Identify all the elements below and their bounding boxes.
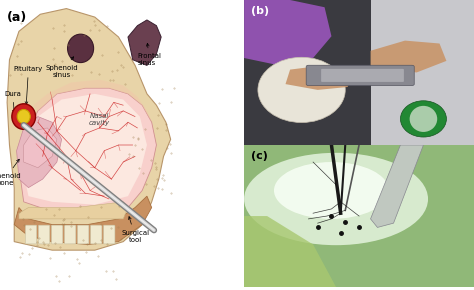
Text: (a): (a) (7, 11, 27, 24)
FancyBboxPatch shape (77, 225, 89, 244)
FancyBboxPatch shape (91, 225, 102, 244)
Polygon shape (19, 202, 128, 219)
Text: Pituitary: Pituitary (14, 66, 43, 104)
Polygon shape (7, 9, 171, 250)
Ellipse shape (12, 104, 36, 129)
Ellipse shape (67, 34, 93, 63)
FancyBboxPatch shape (38, 225, 50, 244)
Polygon shape (33, 80, 152, 122)
Text: (c): (c) (251, 151, 268, 161)
Polygon shape (285, 65, 355, 90)
Ellipse shape (274, 162, 389, 219)
Polygon shape (14, 196, 152, 244)
Ellipse shape (258, 57, 345, 122)
FancyBboxPatch shape (306, 65, 414, 86)
Polygon shape (371, 41, 447, 72)
Text: Frontal
sinus: Frontal sinus (137, 44, 162, 66)
FancyBboxPatch shape (26, 225, 36, 244)
Polygon shape (24, 94, 147, 205)
Text: (b): (b) (251, 6, 269, 16)
Ellipse shape (17, 109, 30, 124)
Text: Dura: Dura (5, 91, 22, 113)
FancyBboxPatch shape (103, 225, 115, 244)
Polygon shape (244, 216, 336, 287)
Polygon shape (17, 117, 62, 188)
Ellipse shape (244, 153, 428, 245)
Text: Sphenoid
bone: Sphenoid bone (0, 159, 21, 186)
Bar (371, 0, 474, 145)
Text: Nasal
cavity: Nasal cavity (89, 113, 110, 126)
Text: Surgical
tool: Surgical tool (121, 217, 149, 243)
FancyBboxPatch shape (51, 225, 63, 244)
Polygon shape (244, 0, 331, 65)
Polygon shape (24, 128, 57, 168)
FancyBboxPatch shape (64, 225, 76, 244)
Text: Sphenoid
sinus: Sphenoid sinus (46, 57, 78, 78)
Polygon shape (128, 20, 161, 66)
Polygon shape (19, 88, 156, 213)
Ellipse shape (410, 106, 437, 132)
Ellipse shape (401, 101, 447, 137)
Polygon shape (371, 145, 423, 227)
FancyBboxPatch shape (321, 69, 404, 82)
